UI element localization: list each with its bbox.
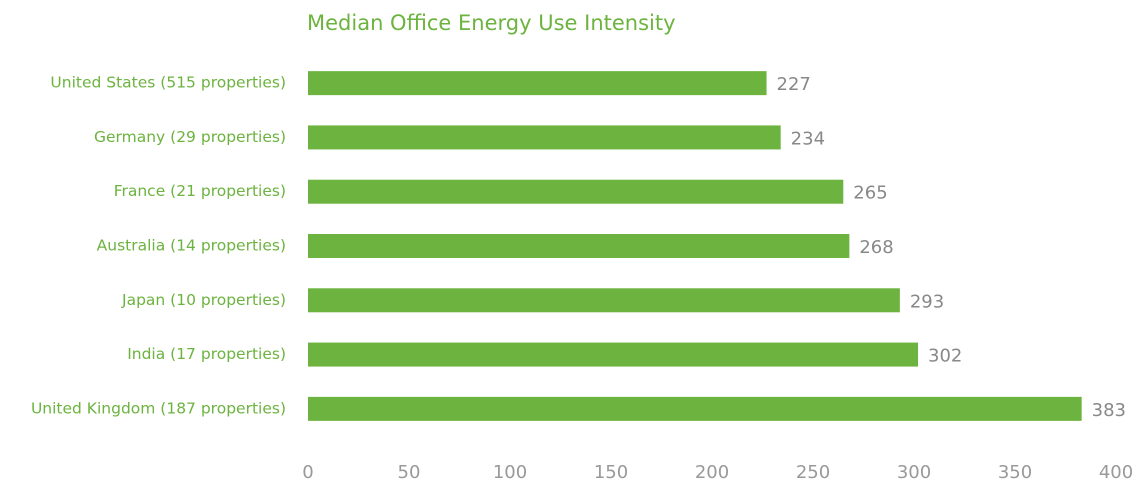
x-tick-label: 0 [302,462,313,483]
x-tick-label: 400 [1099,462,1133,483]
x-tick-label: 350 [998,462,1032,483]
y-tick-label: Australia (14 properties) [97,237,286,255]
bar [308,288,900,313]
bar [308,179,844,204]
bar [308,342,919,367]
x-tick-label: 250 [796,462,830,483]
x-tick-label: 300 [897,462,931,483]
bar [308,234,850,258]
value-label: 268 [859,237,893,258]
bar [308,71,767,96]
value-label: 227 [777,74,811,95]
value-label: 265 [853,183,887,204]
value-label: 302 [928,346,962,367]
x-tick-label: 200 [695,462,729,483]
y-tick-label: Germany (29 properties) [94,128,286,146]
y-tick-label: France (21 properties) [114,182,286,200]
y-tick-label: Japan (10 properties) [121,291,286,309]
x-tick-label: 100 [493,462,527,483]
bar [308,125,781,150]
bar [308,396,1082,421]
y-tick-label: India (17 properties) [127,345,286,363]
y-tick-label: United States (515 properties) [50,74,286,92]
value-label: 234 [791,128,825,149]
y-tick-label: United Kingdom (187 properties) [31,399,286,417]
value-label: 383 [1092,400,1126,421]
x-tick-label: 150 [594,462,628,483]
value-label: 293 [910,291,944,312]
x-tick-label: 50 [398,462,421,483]
chart-title: Median Office Energy Use Intensity [307,11,676,35]
